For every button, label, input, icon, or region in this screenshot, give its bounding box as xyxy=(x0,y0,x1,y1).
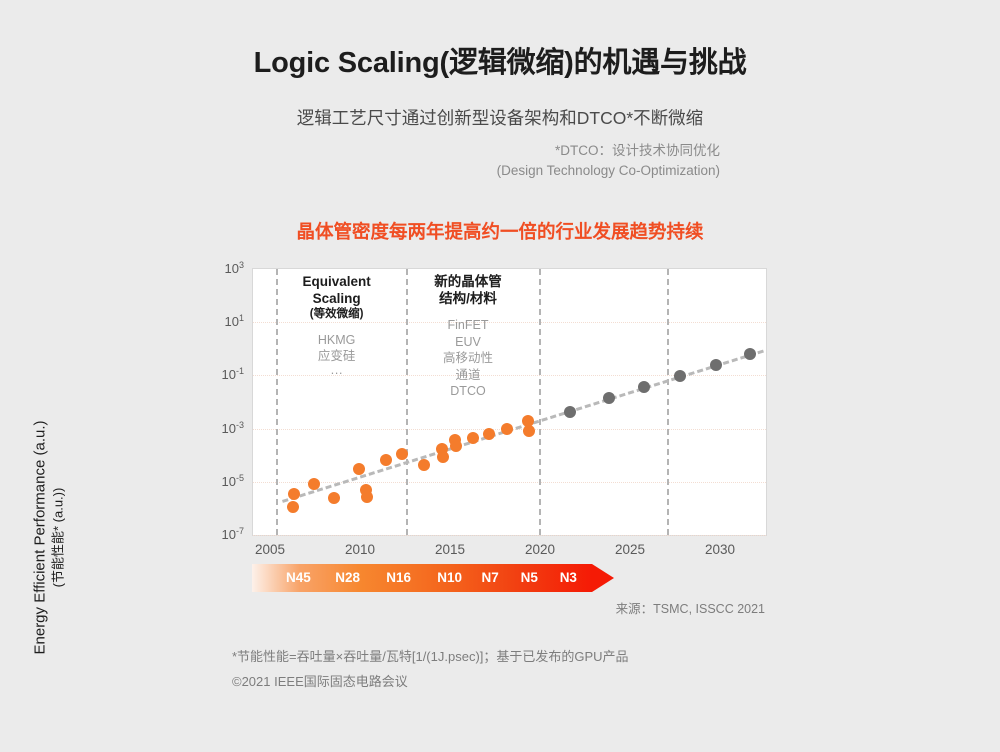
footnote-line-1: *节能性能=吞吐量×吞吐量/瓦特[1/(1J.psec)]；基于已发布的GPU产… xyxy=(232,649,629,664)
era-divider-line xyxy=(276,269,279,535)
y-axis-tick-label: 10-5 xyxy=(221,472,244,489)
y-axis-tick-label: 101 xyxy=(224,313,244,330)
page-header: Logic Scaling(逻辑微缩)的机遇与挑战 逻辑工艺尺寸通过创新型设备架… xyxy=(0,0,1000,244)
node-label: N16 xyxy=(386,570,412,585)
dtco-note-line-2: (Design Technology Co-Optimization) xyxy=(496,163,720,179)
data-point xyxy=(418,458,430,471)
y-axis-tick-label: 103 xyxy=(224,259,244,277)
data-point xyxy=(522,414,535,427)
gridline-horizontal xyxy=(253,322,766,324)
footnote-line-2: ©2021 IEEE国际固态电路会议 xyxy=(232,674,408,690)
data-point xyxy=(380,453,393,466)
x-axis-tick-label: 2005 xyxy=(254,542,286,557)
trend-line xyxy=(281,350,764,504)
data-point xyxy=(361,491,374,504)
plot-area xyxy=(252,268,767,536)
y-axis-title: Energy Efficient Performance (a.u.) (节能性… xyxy=(32,393,67,683)
process-node-bar: N45 N28 N16 N10 N7 N5 N3 xyxy=(252,564,614,592)
data-point xyxy=(743,348,756,361)
node-bar-gradient: N45 N28 N16 N10 N7 N5 N3 xyxy=(252,564,592,592)
data-point xyxy=(308,477,321,490)
data-point xyxy=(500,423,513,436)
data-point xyxy=(603,392,616,405)
y-axis-tick-label: 10-3 xyxy=(221,419,244,436)
data-point xyxy=(353,463,366,476)
source-label: 来源：TSMC, ISSCC 2021 xyxy=(615,602,765,616)
gridline-horizontal xyxy=(253,535,766,536)
data-point xyxy=(449,439,462,452)
gridline-horizontal xyxy=(253,375,766,377)
y-axis-tick-label: 10-1 xyxy=(221,366,244,383)
data-point xyxy=(288,487,301,500)
gridline-horizontal xyxy=(253,481,766,483)
page-title: Logic Scaling(逻辑微缩)的机遇与挑战 xyxy=(253,47,747,79)
y-axis-tick-label: 10-7 xyxy=(221,525,244,543)
era-divider-line xyxy=(406,269,408,535)
data-point xyxy=(396,447,409,460)
data-point xyxy=(328,492,340,505)
node-label: N45 xyxy=(286,570,311,585)
y-axis-title-main: Energy Efficient Performance (a.u.) xyxy=(31,420,49,655)
dtco-note-line-1: *DTCO：设计技术协同优化 xyxy=(555,142,720,158)
dtco-note: *DTCO：设计技术协同优化 (Design Technology Co-Opt… xyxy=(0,141,1000,183)
data-point xyxy=(286,501,299,514)
node-label: N7 xyxy=(481,570,499,585)
node-bar-arrow-icon xyxy=(592,564,614,592)
x-axis-tick-label: 2015 xyxy=(434,542,466,557)
chart-headline: 晶体管密度每两年提高约一倍的行业发展趋势持续 xyxy=(296,221,704,243)
data-point xyxy=(523,425,536,438)
data-point xyxy=(436,451,449,464)
data-point xyxy=(637,381,650,394)
era-divider-line xyxy=(667,269,669,535)
node-label: N10 xyxy=(437,570,463,585)
footnotes: *节能性能=吞吐量×吞吐量/瓦特[1/(1J.psec)]；基于已发布的GPU产… xyxy=(232,644,629,695)
data-point xyxy=(563,405,576,418)
data-point xyxy=(673,369,686,382)
node-label: N5 xyxy=(520,570,538,585)
chart-container: Energy Efficient Performance (a.u.) (节能性… xyxy=(0,250,1000,655)
data-point xyxy=(466,431,479,444)
x-axis-tick-label: 2030 xyxy=(704,542,736,557)
x-axis-tick-label: 2010 xyxy=(344,542,376,557)
data-point xyxy=(482,428,495,441)
x-axis-tick-label: 2025 xyxy=(614,542,646,557)
y-axis-title-sub: (节能性能* (a.u.)) xyxy=(50,487,66,588)
era-divider-line xyxy=(539,269,542,535)
x-axis-tick-label: 2020 xyxy=(524,542,556,557)
page-subtitle: 逻辑工艺尺寸通过创新型设备架构和DTCO*不断微缩 xyxy=(296,107,704,128)
node-label: N28 xyxy=(335,570,361,585)
data-point xyxy=(709,359,722,372)
node-label: N3 xyxy=(559,570,577,585)
